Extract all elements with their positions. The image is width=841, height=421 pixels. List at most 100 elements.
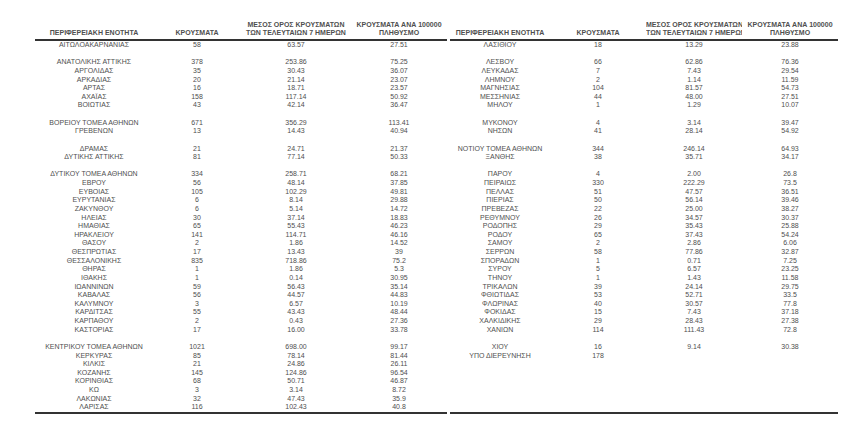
cases-cell: 344 xyxy=(550,145,646,154)
cases-cell: 13 xyxy=(153,127,241,136)
column-header-line: ΚΡΟΥΣΜΑΤΑ xyxy=(153,29,241,37)
table-row: ΛΕΥΚΑΔΑΣ77.4329.54 xyxy=(450,67,838,76)
region-name-cell: ΧΙΟΥ xyxy=(450,343,550,352)
table-row: ΖΑΚΥΝΘΟΥ65.1414.72 xyxy=(35,205,447,214)
per-100k-cell: 54.92 xyxy=(742,127,838,136)
table-row: ΠΡΕΒΕΖΑΣ2225.0038.27 xyxy=(450,205,838,214)
region-name-cell: ΚΑΒΑΛΑΣ xyxy=(35,291,153,300)
spacer-row xyxy=(35,334,447,343)
avg-7day-cell: 24.86 xyxy=(241,360,351,369)
table-row: ΜΥΚΟΝΟΥ43.1439.47 xyxy=(450,119,838,128)
spacer-row xyxy=(450,334,838,343)
region-name-cell: ΚΩ xyxy=(35,386,153,395)
table-row: ΡΟΔΟΠΗΣ2935.4325.88 xyxy=(450,222,838,231)
region-name-cell: ΚΟΖΑΝΗΣ xyxy=(35,369,153,378)
table-row: ΡΕΘΥΜΝΟΥ2634.5730.37 xyxy=(450,214,838,223)
per-100k-cell: 77.8 xyxy=(742,300,838,309)
avg-7day-cell: 114.71 xyxy=(241,231,351,240)
per-100k-cell: 46.87 xyxy=(351,377,447,386)
avg-7day-cell: 28.14 xyxy=(646,127,742,136)
table-row: ΒΟΙΩΤΙΑΣ4342.1436.47 xyxy=(35,101,447,110)
region-name-cell: ΗΡΑΚΛΕΙΟΥ xyxy=(35,231,153,240)
region-name-cell: ΣΥΡΟΥ xyxy=(450,265,550,274)
column-header: ΚΡΟΥΣΜΑΤΑ ΑΝΑ 100000ΠΛΗΘΥΣΜΟ xyxy=(742,9,838,40)
region-name-cell: ΚΑΣΤΟΡΙΑΣ xyxy=(35,326,153,335)
avg-7day-cell: 2.00 xyxy=(646,170,742,179)
avg-7day-cell: 44.57 xyxy=(241,291,351,300)
avg-7day-cell: 56.14 xyxy=(646,196,742,205)
table-row: ΜΕΣΣΗΝΙΑΣ4448.0027.51 xyxy=(450,93,838,102)
avg-7day-cell: 356.29 xyxy=(241,119,351,128)
region-name-cell: ΜΥΚΟΝΟΥ xyxy=(450,119,550,128)
region-name-cell: ΡΟΔΟΠΗΣ xyxy=(450,222,550,231)
table-row: ΓΡΕΒΕΝΩΝ1314.4340.94 xyxy=(35,127,447,136)
table-row: ΒΟΡΕΙΟΥ ΤΟΜΕΑ ΑΘΗΝΩΝ671356.29113.41 xyxy=(35,119,447,128)
region-name-cell: ΔΥΤΙΚΗΣ ΑΤΤΙΚΗΣ xyxy=(35,153,153,162)
cases-cell: 378 xyxy=(153,58,241,67)
per-100k-cell: 34.17 xyxy=(742,153,838,162)
cases-cell: 17 xyxy=(153,248,241,257)
per-100k-cell: 27.36 xyxy=(351,317,447,326)
avg-7day-cell: 56.43 xyxy=(241,283,351,292)
table-row: ΤΡΙΚΑΛΩΝ3924.1429.75 xyxy=(450,283,838,292)
avg-7day-cell: 2.86 xyxy=(646,239,742,248)
region-name-cell: ΣΕΡΡΩΝ xyxy=(450,248,550,257)
per-100k-cell: 32.87 xyxy=(742,248,838,257)
column-header: ΚΡΟΥΣΜΑΤΑ xyxy=(550,9,646,40)
table-header: ΠΕΡΙΦΕΡΕΙΑΚΗ ΕΝΟΤΗΤΑΚΡΟΥΣΜΑΤΑΜΕΣΟΣ ΟΡΟΣ … xyxy=(35,9,447,40)
table-row: ΜΑΓΝΗΣΙΑΣ10481.5754.73 xyxy=(450,84,838,93)
region-name-cell: ΗΛΕΙΑΣ xyxy=(35,214,153,223)
spacer-row xyxy=(35,50,447,59)
region-name-cell: ΚΑΛΥΜΝΟΥ xyxy=(35,300,153,309)
per-100k-cell: 11.58 xyxy=(742,274,838,283)
table-row: ΚΕΡΚΥΡΑΣ8578.1481.44 xyxy=(35,352,447,361)
region-name-cell: ΡΕΘΥΜΝΟΥ xyxy=(450,214,550,223)
avg-7day-cell: 43.43 xyxy=(241,308,351,317)
region-name-cell: ΛΕΥΚΑΔΑΣ xyxy=(450,67,550,76)
cases-cell: 4 xyxy=(550,170,646,179)
table-row: ΑΡΚΑΔΙΑΣ2021.1423.07 xyxy=(35,76,447,85)
region-name-cell: ΑΡΤΑΣ xyxy=(35,84,153,93)
table-row: ΠΑΡΟΥ42.0026.8 xyxy=(450,170,838,179)
avg-7day-cell: 81.57 xyxy=(646,84,742,93)
region-name-cell: ΘΑΣΟΥ xyxy=(35,239,153,248)
table-row: ΣΕΡΡΩΝ5877.8632.87 xyxy=(450,248,838,257)
table-row: ΤΗΝΟΥ11.4311.58 xyxy=(450,274,838,283)
spacer-row xyxy=(35,136,447,145)
per-100k-cell: 36.51 xyxy=(742,188,838,197)
cases-cell: 20 xyxy=(153,76,241,85)
region-name-cell: ΒΟΡΕΙΟΥ ΤΟΜΕΑ ΑΘΗΝΩΝ xyxy=(35,119,153,128)
table-row: ΗΜΑΘΙΑΣ6555.4346.23 xyxy=(35,222,447,231)
table-row: ΑΝΑΤΟΛΙΚΗΣ ΑΤΤΙΚΗΣ378253.8675.25 xyxy=(35,58,447,67)
per-100k-cell: 44.83 xyxy=(351,291,447,300)
cases-cell: 16 xyxy=(153,84,241,93)
spacer-cell xyxy=(35,334,447,343)
spacer-row xyxy=(450,403,838,413)
cases-cell: 66 xyxy=(550,58,646,67)
spacer-cell xyxy=(450,334,838,343)
cases-cell: 51 xyxy=(550,188,646,197)
per-100k-cell: 14.52 xyxy=(351,239,447,248)
cases-cell: 21 xyxy=(153,145,241,154)
cases-cell: 4 xyxy=(550,119,646,128)
per-100k-cell xyxy=(742,352,838,361)
avg-7day-cell: 253.86 xyxy=(241,58,351,67)
avg-7day-cell: 7.43 xyxy=(646,67,742,76)
per-100k-cell: 27.51 xyxy=(742,93,838,102)
avg-7day-cell: 718.86 xyxy=(241,257,351,266)
table-row: ΧΑΛΚΙΔΙΚΗΣ2928.4327.38 xyxy=(450,317,838,326)
cases-cell: 116 xyxy=(153,403,241,413)
per-100k-cell: 10.07 xyxy=(742,101,838,110)
cases-cell: 2 xyxy=(153,317,241,326)
cases-cell: 1 xyxy=(550,257,646,266)
avg-7day-cell: 222.29 xyxy=(646,179,742,188)
per-100k-cell: 37.18 xyxy=(742,308,838,317)
per-100k-cell: 26.8 xyxy=(742,170,838,179)
table-row: ΛΑΚΩΝΙΑΣ3247.4335.9 xyxy=(35,395,447,404)
table-row: ΑΡΓΟΛΙΔΑΣ3530.4336.07 xyxy=(35,67,447,76)
region-name-cell: ΓΡΕΒΕΝΩΝ xyxy=(35,127,153,136)
column-header: ΚΡΟΥΣΜΑΤΑ xyxy=(153,9,241,40)
region-name-cell: ΑΝΑΤΟΛΙΚΗΣ ΑΤΤΙΚΗΣ xyxy=(35,58,153,67)
region-name-cell: ΕΒΡΟΥ xyxy=(35,179,153,188)
table-row: ΘΗΡΑΣ11.865.3 xyxy=(35,265,447,274)
